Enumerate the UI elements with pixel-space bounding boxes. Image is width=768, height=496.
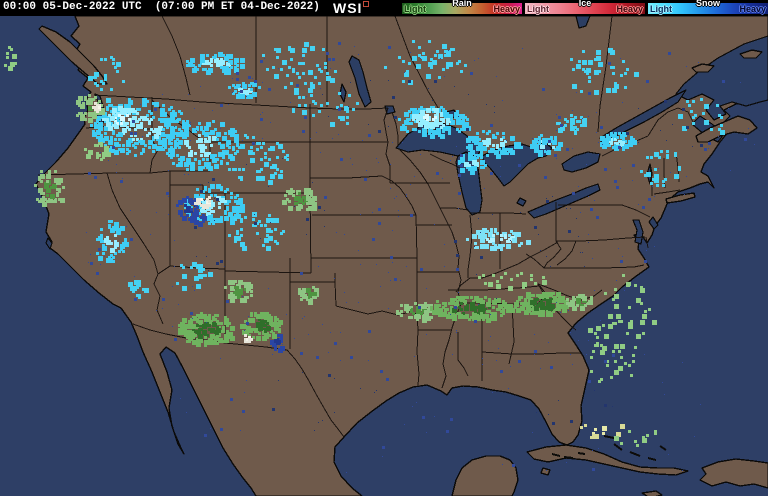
timestamp-text: 00:00 05-Dec-2022 UTC (07:00 PM ET 04-De…	[3, 1, 320, 13]
delaware-bay	[648, 216, 659, 230]
legend-rain-title: Rain	[452, 0, 472, 8]
legend-rain-heavy-label: Heavy	[493, 4, 520, 14]
bahamas-islands	[603, 435, 667, 461]
legend-ice-heavy-label: Heavy	[616, 4, 643, 14]
san-francisco-bay	[45, 237, 53, 250]
james-bay	[575, 16, 591, 29]
legend-snow-light-label: Light	[650, 4, 672, 14]
radar-map-canvas	[0, 16, 768, 496]
trademark-square-icon	[363, 1, 370, 7]
lake-st-clair	[516, 197, 527, 207]
lake-manitoba	[339, 83, 347, 103]
wsi-logo: WSI	[333, 0, 370, 16]
lake-erie	[527, 183, 601, 219]
nova-scotia	[695, 115, 758, 143]
legend-rain-light-label: Light	[404, 4, 426, 14]
legend-snow-title: Snow	[696, 0, 720, 8]
legend-rain-bar: Rain Light Heavy	[402, 0, 522, 16]
lake-ontario	[561, 151, 601, 173]
header-bar: 00:00 05-Dec-2022 UTC (07:00 PM ET 04-De…	[0, 0, 768, 16]
isla-de-la-juventud	[540, 467, 551, 476]
legend-ice-bar: Ice Light Heavy	[525, 0, 645, 16]
snow-gradient	[648, 3, 768, 14]
yucatan-peninsula	[451, 455, 519, 496]
legend-ice-light-label: Light	[527, 4, 549, 14]
jamaica	[641, 490, 663, 496]
radar-map	[0, 16, 768, 496]
legend-ice-title: Ice	[578, 0, 592, 8]
long-island	[665, 192, 696, 204]
chesapeake-bay	[632, 219, 644, 245]
precipitation-radar-layer	[4, 40, 755, 473]
rain-gradient	[402, 3, 522, 14]
wsi-logo-text: WSI	[333, 0, 363, 16]
anticosti-island	[739, 49, 763, 59]
precip-legend: Rain Light Heavy Ice Light Heavy Snow Li…	[402, 0, 768, 16]
legend-snow-bar: Snow Light Heavy	[648, 0, 768, 16]
lake-winnipeg	[348, 55, 372, 108]
hispaniola	[699, 458, 768, 489]
ice-gradient	[525, 3, 645, 14]
prince-edward-island	[691, 63, 715, 73]
florida-keys	[551, 452, 586, 459]
mexico-border	[132, 323, 345, 438]
legend-snow-heavy-label: Heavy	[739, 4, 766, 14]
